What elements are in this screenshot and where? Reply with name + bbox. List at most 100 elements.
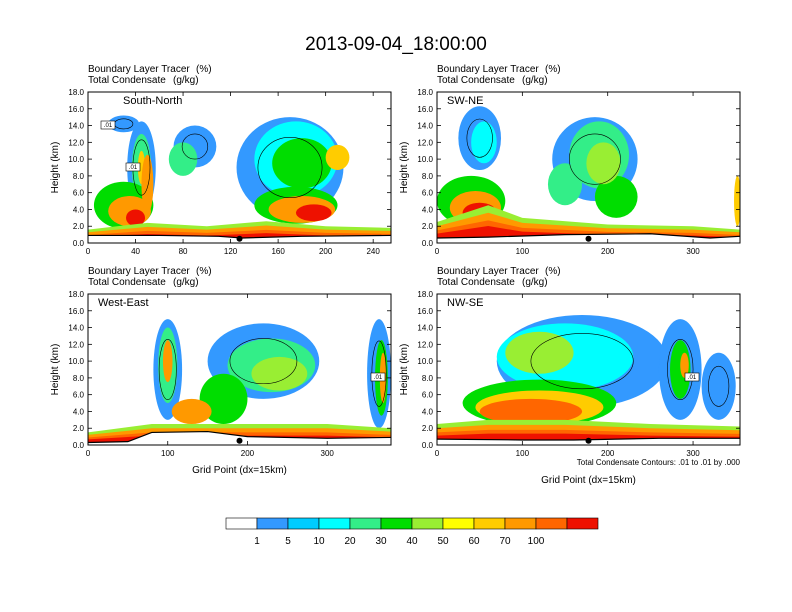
colorbar-label: 100: [528, 536, 545, 547]
location-marker: [585, 437, 592, 444]
colorbar-swatch: [349, 517, 382, 530]
y-tick-label: 8.0: [422, 374, 434, 383]
y-tick-label: 10.0: [68, 155, 84, 164]
colorbar-swatch: [535, 517, 568, 530]
y-tick-label: 8.0: [73, 172, 85, 181]
y-tick-label: 10.0: [417, 357, 433, 366]
y-tick-label: 8.0: [73, 374, 85, 383]
subtitle-condensate-unit: (g/kg): [522, 277, 548, 288]
subtitle-condensate: Total Condensate: [437, 277, 515, 288]
colorbar-swatch: [318, 517, 351, 530]
x-tick-label: 200: [319, 247, 333, 256]
subtitle-tracer-unit: (%): [545, 266, 561, 277]
plot-frame: [436, 91, 741, 244]
x-tick-label: 0: [86, 247, 91, 256]
subtitle-condensate: Total Condensate: [88, 277, 166, 288]
colorbar-label: 70: [499, 536, 511, 547]
y-tick-label: 0.0: [422, 441, 434, 450]
y-tick-label: 2.0: [422, 222, 434, 231]
y-tick-label: 16.0: [417, 307, 433, 316]
y-tick-label: 18.0: [417, 290, 433, 299]
colorbar-swatch: [256, 517, 289, 530]
y-tick-label: 6.0: [73, 189, 85, 198]
contour-label-box: [370, 372, 386, 382]
tracer-blob: [108, 115, 140, 133]
colorbar-swatch: [225, 517, 258, 530]
y-axis-label: Height (km): [50, 344, 61, 396]
x-tick-label: 160: [271, 247, 285, 256]
x-tick-label: 120: [224, 247, 238, 256]
y-tick-label: 12.0: [68, 138, 84, 147]
panel-name: South-North: [123, 95, 182, 107]
y-tick-label: 2.0: [73, 424, 85, 433]
y-tick-label: 14.0: [417, 324, 433, 333]
x-tick-label: 200: [601, 247, 615, 256]
y-tick-label: 0.0: [73, 239, 85, 248]
subtitle-tracer: Boundary Layer Tracer: [437, 266, 539, 277]
subtitle-condensate-unit: (g/kg): [522, 75, 548, 86]
figure-title: 2013-09-04_18:00:00: [305, 34, 487, 55]
panel-south-north: Boundary Layer Tracer (%) Total Condensate…: [50, 64, 392, 256]
tracer-blob: [272, 138, 332, 189]
y-tick-label: 6.0: [73, 391, 85, 400]
condensate-contour: [181, 133, 209, 160]
y-tick-label: 12.0: [417, 138, 433, 147]
y-tick-label: 0.0: [422, 239, 434, 248]
x-tick-label: 0: [86, 449, 91, 458]
x-tick-label: 40: [131, 247, 140, 256]
contour-label: .01: [104, 123, 113, 129]
terrain-line: [88, 430, 391, 444]
panel-nw-se: Boundary Layer Tracer (%) Total Condensate…: [399, 266, 741, 486]
condensate-contour: [229, 338, 298, 385]
panel-west-east: Boundary Layer Tracer (%) Total Condensate…: [50, 266, 392, 476]
y-axis-label: Height (km): [399, 344, 410, 396]
y-tick-label: 12.0: [417, 340, 433, 349]
tracer-blob: [168, 142, 198, 176]
y-tick-label: 18.0: [417, 88, 433, 97]
x-tick-label: 100: [516, 449, 530, 458]
colorbar-label: 20: [344, 536, 356, 547]
y-tick-label: 6.0: [422, 189, 434, 198]
plot-area: .01: [88, 294, 391, 445]
subtitle-tracer-unit: (%): [196, 266, 212, 277]
subtitle-tracer: Boundary Layer Tracer: [437, 64, 539, 75]
y-tick-label: 2.0: [422, 424, 434, 433]
colorbar-label: 5: [285, 536, 291, 547]
contour-note: Total Condensate Contours: .01 to .01 by…: [577, 458, 741, 467]
condensate-contour: [667, 338, 694, 400]
x-tick-label: 300: [686, 247, 700, 256]
colorbar-label: 40: [406, 536, 418, 547]
subtitle-condensate: Total Condensate: [437, 75, 515, 86]
x-tick-label: 0: [435, 449, 440, 458]
plot-area: .01: [437, 294, 740, 445]
panel-name: West-East: [98, 297, 149, 309]
plot-area: .01 .01: [88, 92, 391, 243]
x-tick-label: 240: [366, 247, 380, 256]
y-tick-label: 4.0: [73, 205, 85, 214]
y-tick-label: 10.0: [417, 155, 433, 164]
panel-name: SW-NE: [447, 95, 483, 107]
colorbar-swatch: [504, 517, 537, 530]
tracer-blob: [701, 352, 736, 420]
tracer-blob: [126, 209, 146, 227]
tracer-blob: [547, 163, 583, 206]
terrain-line: [437, 437, 740, 441]
x-tick-label: 200: [241, 449, 255, 458]
panel-name: NW-SE: [447, 297, 483, 309]
y-tick-label: 14.0: [68, 324, 84, 333]
contour-label: .01: [129, 165, 138, 171]
y-axis-label: Height (km): [399, 142, 410, 194]
subtitle-condensate: Total Condensate: [88, 75, 166, 86]
x-tick-label: 100: [516, 247, 530, 256]
y-tick-label: 10.0: [68, 357, 84, 366]
tracer-blob: [505, 331, 574, 374]
tracer-blob: [251, 356, 308, 391]
subtitle-tracer-unit: (%): [196, 64, 212, 75]
terrain-line: [88, 234, 391, 239]
contour-label-box: [684, 372, 700, 382]
condensate-contour: [257, 137, 323, 199]
tracer-blob: [295, 204, 332, 222]
contour-label-box: [100, 120, 116, 130]
panel-sw-ne: Boundary Layer Tracer (%) Total Condensate…: [399, 64, 741, 256]
